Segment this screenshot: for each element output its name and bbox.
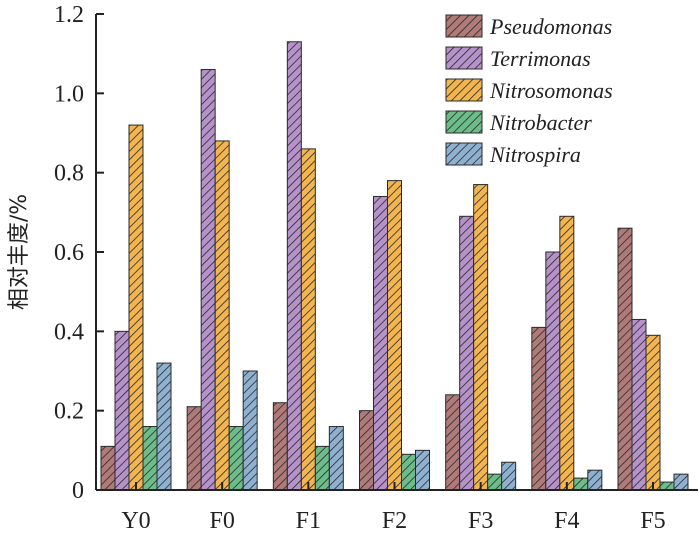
legend-swatch-nitrobacter: [445, 110, 483, 134]
bar-pseudomonas-y0: [100, 445, 116, 491]
bar-pseudomonas-f5: [617, 227, 633, 491]
bar-nitrobacter-y0: [142, 426, 158, 491]
bars-layer: [100, 41, 689, 491]
y-tick-label: 0.8: [54, 161, 84, 187]
bar-nitrospira-f5: [673, 473, 689, 491]
legend-swatch-terrimonas: [445, 46, 483, 70]
bar-nitrosomonas-f5: [645, 334, 661, 491]
bar-nitrosomonas-f3: [473, 184, 489, 491]
bar-nitrospira-f1: [328, 426, 344, 491]
y-tick-label: 1.0: [54, 81, 84, 107]
bar-pseudomonas-f1: [272, 402, 288, 491]
bar-nitrobacter-f0: [228, 426, 244, 491]
bar-pseudomonas-f3: [445, 394, 461, 491]
legend-label-nitrospira: Nitrospira: [489, 142, 581, 167]
bar-terrimonas-f3: [459, 215, 475, 491]
bar-terrimonas-f4: [545, 251, 561, 491]
x-ticks: Y0 F0 F1 F2 F3 F4 F5: [121, 482, 666, 534]
bar-nitrobacter-f4: [573, 477, 589, 491]
bar-nitrospira-f2: [415, 449, 430, 491]
bar-terrimonas-y0: [114, 330, 130, 491]
bar-nitrospira-y0: [156, 362, 172, 491]
bar-pseudomonas-f2: [359, 410, 374, 491]
bar-pseudomonas-f0: [186, 406, 202, 491]
legend-swatch-nitrospira: [445, 142, 483, 166]
y-axis-label: 相对丰度/%: [7, 194, 32, 310]
y-tick-label: 1.2: [54, 2, 84, 28]
bar-terrimonas-f1: [286, 41, 302, 491]
x-tick-label: Y0: [121, 508, 150, 534]
bar-pseudomonas-f4: [531, 326, 547, 491]
x-tick-label: F4: [554, 508, 579, 534]
bar-terrimonas-f0: [200, 69, 216, 491]
x-tick-label: F1: [296, 508, 321, 534]
bar-nitrobacter-f5: [659, 481, 675, 491]
y-tick-label: 0.4: [54, 319, 84, 345]
bar-nitrobacter-f2: [401, 453, 416, 491]
y-ticks: 0 0.2 0.4 0.6 0.8 1.0 1.2: [54, 2, 104, 504]
bar-nitrospira-f4: [587, 469, 603, 491]
legend-label-terrimonas: Terrimonas: [490, 46, 591, 71]
legend-swatch-pseudomonas: [445, 14, 483, 38]
bar-nitrosomonas-f2: [387, 180, 402, 491]
legend-label-nitrosomonas: Nitrosomonas: [489, 78, 613, 103]
x-tick-label: F3: [468, 508, 493, 534]
y-tick-label: 0.6: [54, 240, 84, 266]
legend: Pseudomonas Terrimonas Nitrosomonas Nitroba…: [445, 14, 613, 167]
y-tick-label: 0: [72, 478, 84, 504]
bar-nitrosomonas-f1: [300, 148, 316, 491]
legend-swatch-nitrosomonas: [445, 78, 483, 102]
x-tick-label: F5: [640, 508, 665, 534]
legend-label-nitrobacter: Nitrobacter: [489, 110, 592, 135]
bar-nitrospira-f3: [501, 461, 517, 491]
legend-label-pseudomonas: Pseudomonas: [489, 14, 612, 39]
x-tick-label: F2: [382, 508, 407, 534]
bar-terrimonas-f5: [631, 318, 647, 491]
bar-nitrosomonas-f0: [214, 140, 230, 491]
bar-nitrobacter-f1: [314, 445, 330, 491]
bar-nitrospira-f0: [242, 370, 258, 491]
y-tick-label: 0.2: [54, 399, 84, 425]
bar-nitrosomonas-y0: [128, 124, 144, 491]
bar-nitrosomonas-f4: [559, 215, 575, 491]
x-tick-label: F0: [209, 508, 234, 534]
bar-nitrobacter-f3: [487, 473, 503, 491]
bar-terrimonas-f2: [373, 195, 388, 491]
